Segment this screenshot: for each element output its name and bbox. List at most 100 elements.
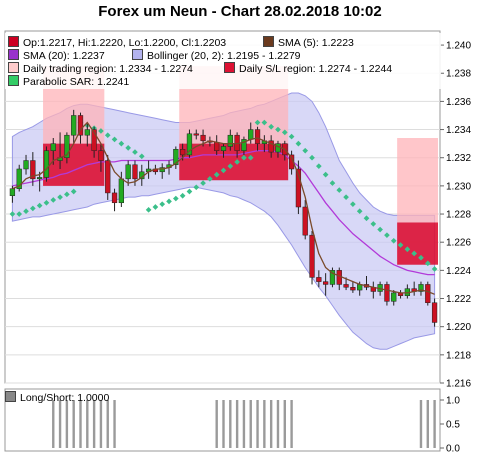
long-short-bar [242, 400, 246, 448]
y-tick-label: 1.218 [446, 350, 471, 361]
daily-sl-region [397, 222, 438, 265]
sar-point [213, 171, 220, 178]
sar-point [152, 204, 159, 210]
sar-point [329, 180, 336, 186]
candle-body [37, 177, 43, 180]
long-short-bar [58, 400, 62, 448]
y-tick-label: 1.236 [446, 97, 471, 108]
candle-body [425, 284, 431, 303]
candle-body [316, 277, 322, 282]
sar-point [70, 188, 77, 195]
y-tick-label: 1.238 [446, 69, 471, 80]
y-tick-label: 1.216 [446, 379, 471, 390]
long-short-bar [222, 400, 225, 448]
sar-point [200, 180, 206, 186]
long-short-bar [433, 400, 436, 448]
candle-body [159, 167, 165, 173]
sar-point [322, 171, 329, 178]
sar-point [186, 188, 193, 195]
candle-body [302, 206, 308, 236]
y-tick-label: 1.232 [446, 153, 471, 164]
candle-body [350, 287, 356, 291]
candle-body [384, 284, 390, 302]
sar-point [138, 153, 145, 160]
sar-point [104, 132, 111, 139]
long-short-bar [65, 400, 69, 448]
sar-point [23, 208, 29, 215]
sar-point [316, 163, 322, 169]
long-short-bar [229, 400, 232, 448]
long-short-bar [426, 400, 429, 448]
long-short-bar [72, 400, 75, 448]
sar-point [343, 194, 349, 200]
sar-point [16, 211, 23, 217]
y-tick-label: 1.230 [446, 181, 471, 192]
candle-body [111, 192, 118, 204]
candle-body [200, 134, 206, 142]
y-tick-label: 1.226 [446, 238, 471, 249]
candle-body [30, 160, 36, 180]
candle-body [343, 284, 349, 288]
sar-point [411, 250, 417, 257]
long-short-panel: 0.0 0.5 1.0 [4, 388, 460, 455]
candle-body [323, 281, 329, 285]
candle-body [71, 115, 77, 136]
daily-trading-region [397, 138, 438, 223]
sar-point [295, 140, 302, 147]
sar-point [207, 176, 213, 182]
sar-point [404, 246, 411, 253]
long-short-bar [290, 400, 293, 448]
sar-point [302, 147, 309, 154]
long-short-bar [113, 400, 116, 448]
sar-point [118, 140, 125, 147]
lower-y-tick-label: 0.5 [446, 420, 460, 431]
candle-body [295, 168, 302, 208]
candle-body [9, 188, 16, 196]
long-short-bar [106, 400, 109, 448]
sar-point [227, 163, 234, 169]
sar-point [336, 187, 343, 193]
bollinger-band [11, 92, 436, 350]
page-title: Forex um Neun - Chart 28.02.2018 10:02 [98, 3, 382, 20]
sar-point [370, 221, 377, 227]
sar-point [261, 119, 268, 126]
sar-point [179, 192, 186, 199]
y-tick-label: 1.240 [446, 41, 471, 52]
candle-body [431, 302, 438, 323]
sar-point [268, 123, 274, 130]
sar-point [98, 128, 104, 134]
candle-body [180, 149, 186, 156]
long-short-legend: Long/Short: 1.0000 [5, 391, 109, 404]
candle-body [105, 160, 111, 194]
sar-point [132, 149, 138, 155]
sar-point [356, 208, 363, 215]
candle-body [254, 129, 261, 144]
long-short-bar [92, 400, 96, 448]
long-short-bar [263, 400, 266, 448]
sar-point [377, 226, 383, 233]
long-short-bar [215, 400, 218, 448]
long-short-bar [99, 400, 103, 448]
sar-point [384, 232, 390, 238]
sar-point [193, 184, 200, 191]
candle-body [98, 150, 104, 161]
sar-point [64, 191, 70, 198]
long-short-bar [79, 400, 82, 448]
candle-body [132, 164, 138, 180]
y-tick-label: 1.228 [446, 210, 471, 221]
long-short-bar [276, 400, 280, 448]
y-tick-label: 1.224 [446, 266, 471, 277]
long-short-label: Long/Short: 1.0000 [20, 392, 110, 404]
sma5-line [12, 121, 435, 295]
candle-body [220, 146, 227, 151]
candle-body [309, 234, 315, 278]
sar-point [309, 154, 315, 161]
candle-body [125, 164, 131, 180]
candle-body [118, 178, 124, 204]
long-short-bar [283, 400, 286, 448]
candle-body [64, 134, 70, 158]
sar-point [145, 206, 152, 213]
sar-point [431, 266, 438, 272]
candle-body [214, 141, 220, 151]
sar-point [397, 242, 404, 248]
